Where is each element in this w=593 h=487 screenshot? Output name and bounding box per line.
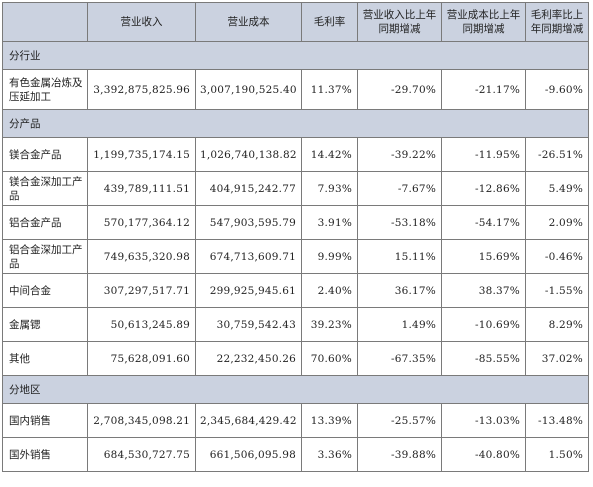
cost-change-cell: -85.55% — [441, 341, 526, 376]
cost-cell: 674,713,609.71 — [195, 239, 302, 274]
margin-cell: 39.23% — [301, 307, 358, 342]
table-row: 国内销售 2,708,345,098.21 2,345,684,429.42 1… — [2, 403, 589, 438]
cost-change-cell: -11.95% — [441, 137, 526, 172]
revenue-change-cell: -25.57% — [357, 403, 442, 438]
header-cell-blank — [2, 2, 88, 42]
financial-table-container: 营业收入 营业成本 毛利率 营业收入比上年同期增减 营业成本比上年同期增减 毛利… — [2, 2, 589, 472]
table-row: 有色金属冶炼及压延加工 3,392,875,825.96 3,007,190,5… — [2, 69, 589, 110]
table-row: 其他 75,628,091.60 22,232,450.26 70.60% -6… — [2, 341, 589, 376]
row-label: 金属锶 — [2, 307, 88, 342]
margin-change-cell: -9.60% — [525, 69, 589, 110]
header-cell-margin: 毛利率 — [301, 2, 358, 42]
row-label: 国外销售 — [2, 437, 88, 472]
cost-change-cell: -40.80% — [441, 437, 526, 472]
margin-cell: 3.91% — [301, 205, 358, 240]
cost-cell: 2,345,684,429.42 — [195, 403, 302, 438]
revenue-cell: 307,297,517.71 — [87, 273, 196, 308]
cost-change-cell: -13.03% — [441, 403, 526, 438]
revenue-cell: 439,789,111.51 — [87, 171, 196, 206]
header-cell-margin-change: 毛利率比上年同期增减 — [525, 2, 589, 42]
margin-cell: 3.36% — [301, 437, 358, 472]
cost-cell: 3,007,190,525.40 — [195, 69, 302, 110]
margin-change-cell: 2.09% — [525, 205, 589, 240]
header-cell-cost: 营业成本 — [195, 2, 302, 42]
margin-change-cell: -26.51% — [525, 137, 589, 172]
table-row: 镁合金产品 1,199,735,174.15 1,026,740,138.82 … — [2, 137, 589, 172]
margin-change-cell: 37.02% — [525, 341, 589, 376]
revenue-cell: 50,613,245.89 — [87, 307, 196, 342]
margin-cell: 14.42% — [301, 137, 358, 172]
margin-cell: 7.93% — [301, 171, 358, 206]
margin-change-cell: 8.29% — [525, 307, 589, 342]
margin-change-cell: 5.49% — [525, 171, 589, 206]
margin-cell: 11.37% — [301, 69, 358, 110]
cost-change-cell: 38.37% — [441, 273, 526, 308]
revenue-cost-table: 营业收入 营业成本 毛利率 营业收入比上年同期增减 营业成本比上年同期增减 毛利… — [2, 2, 589, 472]
section-row-industry: 分行业 — [2, 41, 589, 70]
row-label: 中间合金 — [2, 273, 88, 308]
table-row: 金属锶 50,613,245.89 30,759,542.43 39.23% 1… — [2, 307, 589, 342]
margin-cell: 13.39% — [301, 403, 358, 438]
revenue-cell: 1,199,735,174.15 — [87, 137, 196, 172]
section-title: 分地区 — [2, 375, 589, 404]
margin-change-cell: -0.46% — [525, 239, 589, 274]
cost-cell: 404,915,242.77 — [195, 171, 302, 206]
section-row-region: 分地区 — [2, 375, 589, 404]
revenue-cell: 3,392,875,825.96 — [87, 69, 196, 110]
row-label: 其他 — [2, 341, 88, 376]
revenue-cell: 570,177,364.12 — [87, 205, 196, 240]
revenue-cell: 2,708,345,098.21 — [87, 403, 196, 438]
revenue-change-cell: -67.35% — [357, 341, 442, 376]
section-row-product: 分产品 — [2, 109, 589, 138]
margin-change-cell: -1.55% — [525, 273, 589, 308]
revenue-cell: 75,628,091.60 — [87, 341, 196, 376]
row-label: 铝合金产品 — [2, 205, 88, 240]
row-label: 镁合金深加工产品 — [2, 171, 88, 206]
margin-cell: 70.60% — [301, 341, 358, 376]
table-row: 镁合金深加工产品 439,789,111.51 404,915,242.77 7… — [2, 171, 589, 206]
cost-cell: 661,506,095.98 — [195, 437, 302, 472]
cost-cell: 1,026,740,138.82 — [195, 137, 302, 172]
section-title: 分行业 — [2, 41, 589, 70]
cost-change-cell: 15.69% — [441, 239, 526, 274]
revenue-change-cell: -7.67% — [357, 171, 442, 206]
header-cell-revenue-change: 营业收入比上年同期增减 — [357, 2, 442, 42]
cost-change-cell: -12.86% — [441, 171, 526, 206]
table-row: 铝合金产品 570,177,364.12 547,903,595.79 3.91… — [2, 205, 589, 240]
row-label: 国内销售 — [2, 403, 88, 438]
revenue-change-cell: -39.22% — [357, 137, 442, 172]
row-label: 铝合金深加工产品 — [2, 239, 88, 274]
row-label: 有色金属冶炼及压延加工 — [2, 69, 88, 110]
revenue-change-cell: -29.70% — [357, 69, 442, 110]
revenue-change-cell: -39.88% — [357, 437, 442, 472]
margin-cell: 2.40% — [301, 273, 358, 308]
table-row: 铝合金深加工产品 749,635,320.98 674,713,609.71 9… — [2, 239, 589, 274]
cost-change-cell: -10.69% — [441, 307, 526, 342]
table-row: 中间合金 307,297,517.71 299,925,945.61 2.40%… — [2, 273, 589, 308]
header-cell-cost-change: 营业成本比上年同期增减 — [441, 2, 526, 42]
table-row: 国外销售 684,530,727.75 661,506,095.98 3.36%… — [2, 437, 589, 472]
header-cell-revenue: 营业收入 — [87, 2, 196, 42]
revenue-change-cell: 36.17% — [357, 273, 442, 308]
cost-cell: 30,759,542.43 — [195, 307, 302, 342]
section-title: 分产品 — [2, 109, 589, 138]
margin-cell: 9.99% — [301, 239, 358, 274]
margin-change-cell: 1.50% — [525, 437, 589, 472]
cost-cell: 299,925,945.61 — [195, 273, 302, 308]
cost-change-cell: -21.17% — [441, 69, 526, 110]
cost-cell: 22,232,450.26 — [195, 341, 302, 376]
revenue-change-cell: 15.11% — [357, 239, 442, 274]
revenue-change-cell: -53.18% — [357, 205, 442, 240]
cost-change-cell: -54.17% — [441, 205, 526, 240]
margin-change-cell: -13.48% — [525, 403, 589, 438]
revenue-cell: 749,635,320.98 — [87, 239, 196, 274]
cost-cell: 547,903,595.79 — [195, 205, 302, 240]
revenue-change-cell: 1.49% — [357, 307, 442, 342]
revenue-cell: 684,530,727.75 — [87, 437, 196, 472]
header-row: 营业收入 营业成本 毛利率 营业收入比上年同期增减 营业成本比上年同期增减 毛利… — [2, 2, 589, 42]
row-label: 镁合金产品 — [2, 137, 88, 172]
